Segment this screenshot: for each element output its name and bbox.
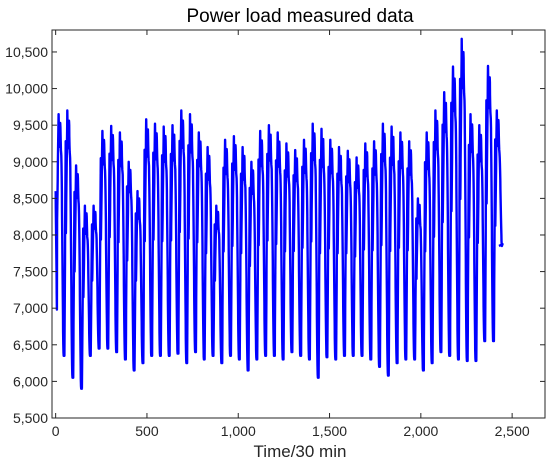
plot-frame [51, 29, 546, 419]
x-tick-label: 2,500 [495, 423, 530, 439]
y-tick-label: 7,500 [13, 264, 48, 280]
x-tick-label: 1,000 [221, 423, 256, 439]
x-tick-label: 0 [52, 423, 60, 439]
x-tick-label: 500 [135, 423, 159, 439]
y-tick-label: 6,000 [13, 373, 48, 389]
y-tick-label: 9,500 [13, 117, 48, 133]
x-axis-label: Time/30 min [254, 442, 347, 461]
x-tick-label: 1,500 [312, 423, 347, 439]
y-tick-label: 9,000 [13, 154, 48, 170]
x-tick-label: 2,000 [403, 423, 438, 439]
y-tick-label: 7,000 [13, 300, 48, 316]
y-tick-label: 8,000 [13, 227, 48, 243]
y-tick-label: 10,500 [5, 44, 48, 60]
series-line [54, 37, 504, 390]
y-tick-label: 5,500 [13, 410, 48, 426]
y-tick-label: 10,000 [5, 81, 48, 97]
y-tick-label: 6,500 [13, 337, 48, 353]
y-tick-label: 8,500 [13, 190, 48, 206]
y-axis: 5,500 6,000 6,500 7,000 7,500 8,000 8,500 9,000… [5, 44, 545, 426]
plot-area [54, 37, 504, 390]
chart-title: Power load measured data [186, 6, 414, 27]
x-axis: 0 500 1,000 1,500 2,000 2,500 [52, 30, 530, 439]
